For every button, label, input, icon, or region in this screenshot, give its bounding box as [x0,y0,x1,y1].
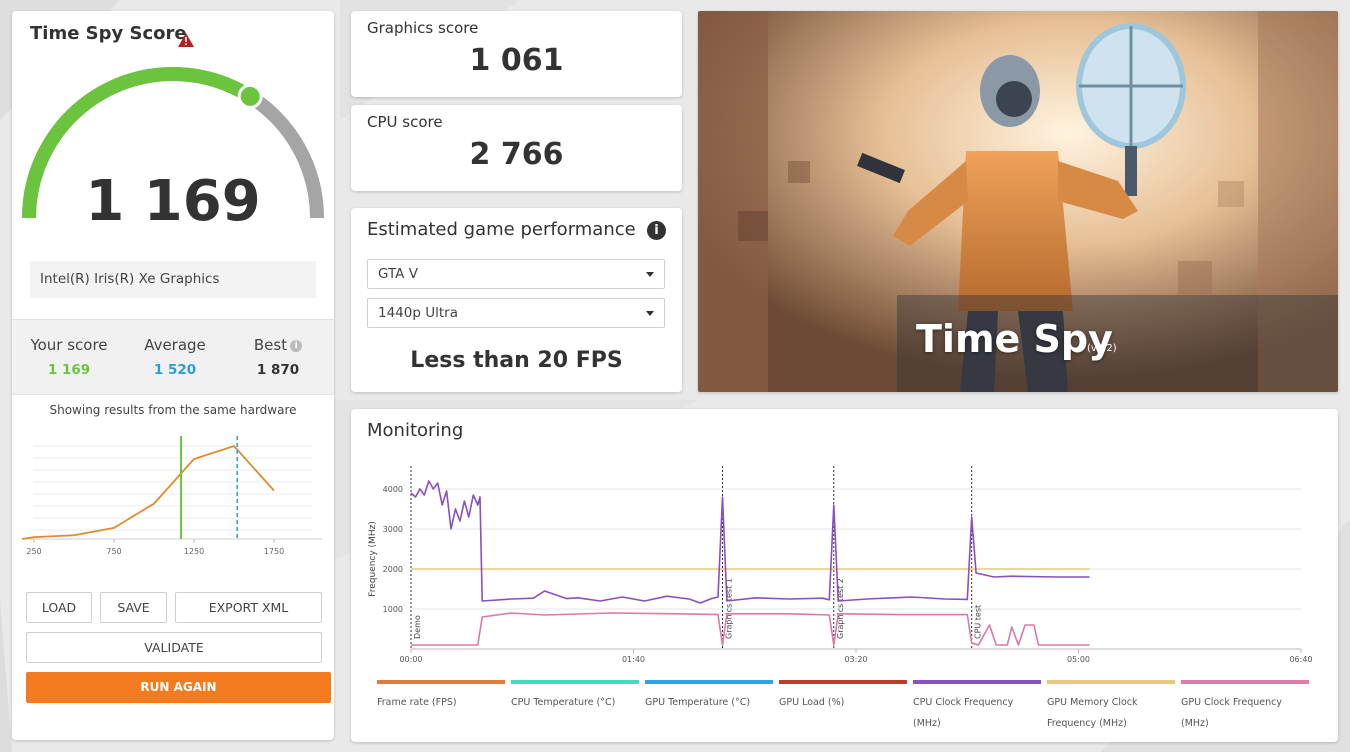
legend-item[interactable]: GPU Clock Frequency (MHz) [1181,680,1309,734]
legend-swatch [913,680,1041,684]
y-tick-label: 2000 [383,565,403,574]
info-icon[interactable]: i [290,340,303,352]
x-tick-label: 03:20 [844,655,867,664]
warning-icon[interactable] [178,33,194,47]
test-phase-label: Demo [413,615,422,639]
score-gauge [22,67,324,219]
legend-swatch [1181,680,1309,684]
main-score: 1 169 [85,169,261,234]
monitoring-card: Monitoring 1000 2000 3000 4000 Frequency (MH… [351,409,1338,742]
your-score-value: 1 169 [47,362,91,378]
graphics-score-value: 1 061 [469,43,564,78]
legend-label: GPU Clock Frequency (MHz) [1181,697,1282,729]
export-xml-button[interactable]: EXPORT XML [175,592,322,623]
showing-results-text: Showing results from the same hardware [49,403,297,417]
benchmark-hero-image: Time Spy (v1.2) [698,11,1338,392]
validate-button[interactable]: VALIDATE [26,632,322,663]
x-tick-label: 250 [26,547,41,556]
series-line [411,612,1090,646]
legend-swatch [779,680,907,684]
legend-item[interactable]: CPU Temperature (°C) [511,680,639,713]
x-tick-label: 1250 [184,547,204,556]
x-tick-label: 00:00 [399,655,422,664]
average-stat: Average 1 520 [132,336,218,378]
legend-item[interactable]: CPU Clock Frequency (MHz) [913,680,1041,734]
your-score-stat: Your score 1 169 [26,336,112,378]
legend-item[interactable]: GPU Load (%) [779,680,907,713]
legend-label: Frame rate (FPS) [377,697,457,708]
x-tick-label: 05:00 [1067,655,1090,664]
legend-swatch [511,680,639,684]
x-tick-label: 1750 [264,547,284,556]
time-spy-artwork [698,11,1338,392]
gauge-indicator [237,83,263,109]
legend-label: GPU Memory Clock Frequency (MHz) [1047,697,1138,729]
best-value: 1 870 [256,362,300,378]
graphics-score-card: Graphics score 1 061 [351,11,682,97]
cpu-score-label: CPU score [367,113,443,131]
test-phase-label: Graphics test 1 [725,578,734,639]
your-score-label: Your score [30,336,108,354]
legend-label: GPU Temperature (°C) [645,697,751,708]
y-tick-label: 1000 [383,605,403,614]
legend-swatch [377,680,505,684]
cpu-score-value: 2 766 [469,137,564,172]
legend-label: CPU Clock Frequency (MHz) [913,697,1014,729]
graphics-score-label: Graphics score [367,19,479,37]
legend-label: CPU Temperature (°C) [511,697,616,708]
y-tick-label: 3000 [383,525,403,534]
run-again-button[interactable]: RUN AGAIN [26,672,331,703]
y-tick-label: 4000 [383,485,403,494]
score-distribution-chart: 250 750 1250 1750 [21,436,322,556]
cpu-score-card: CPU score 2 766 [351,105,682,191]
distribution-line [21,444,275,540]
x-tick-label: 01:40 [622,655,645,664]
y-axis-label: Frequency (MHz) [368,521,378,597]
test-phase-label: CPU test [974,605,983,639]
info-icon[interactable]: i [647,221,666,240]
score-title: Time Spy Score [30,23,187,44]
best-stat: Best i 1 870 [238,336,318,378]
game-performance-title: Estimated game performance [367,219,636,240]
load-button[interactable]: LOAD [26,592,92,623]
legend-swatch [645,680,773,684]
test-phase-label: Graphics test 2 [836,578,845,639]
preset-select[interactable]: 1440p Ultra [367,298,665,328]
game-select-value: GTA V [378,266,418,282]
average-value: 1 520 [153,362,197,378]
score-comparison: Your score 1 169 Average 1 520 Best i 1 8… [12,319,334,395]
series-line [410,480,1090,604]
game-select[interactable]: GTA V [367,259,665,289]
game-performance-card: Estimated game performance i GTA V 1440p… [351,208,682,392]
average-label: Average [144,336,206,354]
hardware-name: Intel(R) Iris(R) Xe Graphics [30,261,316,298]
legend-item[interactable]: GPU Temperature (°C) [645,680,773,713]
legend-label: GPU Load (%) [779,697,845,708]
benchmark-version: (v1.2) [1087,343,1117,354]
monitoring-chart: 1000 2000 3000 4000 Frequency (MHz) 00:00 01:4… [368,466,1313,664]
hero-title-band [897,295,1338,392]
benchmark-name: Time Spy [916,317,1113,361]
chevron-down-icon [646,272,654,277]
legend-swatch [1047,680,1175,684]
best-label: Best [253,336,288,354]
legend-item[interactable]: GPU Memory Clock Frequency (MHz) [1047,680,1175,734]
preset-select-value: 1440p Ultra [378,305,458,321]
save-button[interactable]: SAVE [100,592,167,623]
x-tick-label: 06:40 [1289,655,1312,664]
legend-item[interactable]: Frame rate (FPS) [377,680,505,713]
monitoring-title: Monitoring [367,420,464,441]
chevron-down-icon [646,311,654,316]
score-panel: Time Spy Score 1 169 Intel(R) Iris(R) Xe… [12,11,334,740]
x-tick-label: 750 [106,547,121,556]
fps-result: Less than 20 FPS [410,348,623,373]
